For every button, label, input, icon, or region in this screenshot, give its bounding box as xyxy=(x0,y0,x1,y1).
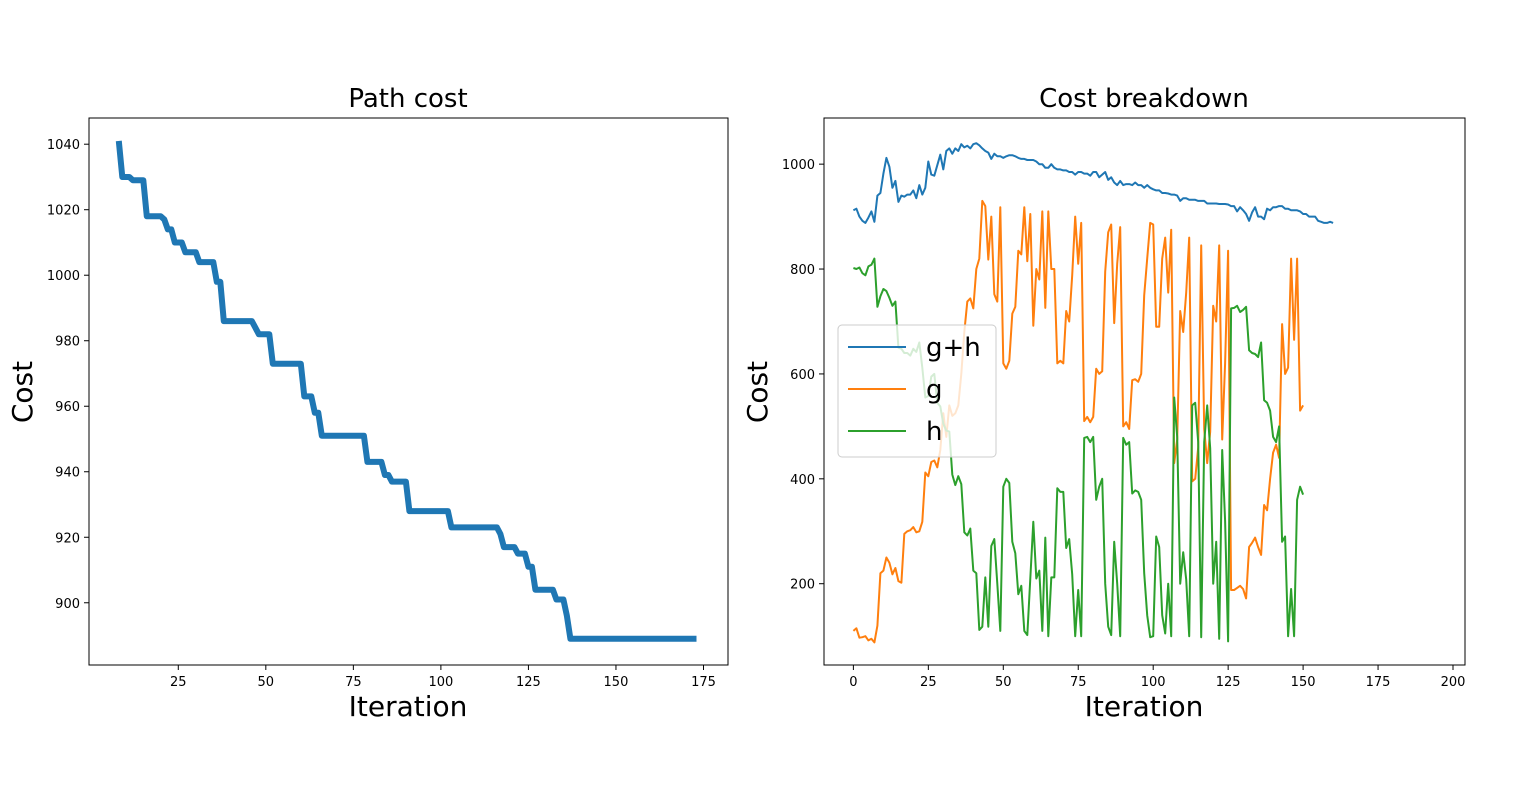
legend-label-h: h xyxy=(926,417,942,447)
y-tick-label: 1000 xyxy=(782,158,815,173)
x-tick-label: 200 xyxy=(1441,675,1466,690)
axes-frame xyxy=(88,117,729,666)
series-line-g-plus-h xyxy=(852,142,1334,224)
x-tick-label: 150 xyxy=(604,675,629,690)
x-tick-label: 75 xyxy=(345,675,362,690)
chart-title: Path cost xyxy=(348,84,467,114)
y-axis-label: Cost xyxy=(6,361,39,423)
chart-cost-breakdown: Cost breakdown 0 25 50 75 100 125 150 175 200 20… xyxy=(741,84,1466,723)
x-tick-label: 100 xyxy=(1141,675,1166,690)
y-ticks: 900 920 940 960 980 1000 1020 1040 xyxy=(47,138,89,612)
series-line-path-cost xyxy=(115,140,697,642)
x-tick-label: 175 xyxy=(1366,675,1391,690)
y-tick-label: 600 xyxy=(790,368,815,383)
x-tick-label: 0 xyxy=(849,675,857,690)
x-tick-label: 50 xyxy=(258,675,275,690)
y-tick-label: 1040 xyxy=(47,138,80,153)
legend-box xyxy=(837,324,997,458)
y-tick-label: 1000 xyxy=(47,269,80,284)
chart-title: Cost breakdown xyxy=(1039,84,1249,114)
x-tick-label: 125 xyxy=(1216,675,1241,690)
x-tick-label: 50 xyxy=(995,675,1012,690)
y-tick-label: 980 xyxy=(55,335,80,350)
legend-label-g: g xyxy=(926,375,943,405)
y-tick-label: 920 xyxy=(55,531,80,546)
x-tick-label: 25 xyxy=(920,675,937,690)
x-tick-label: 150 xyxy=(1291,675,1316,690)
x-ticks: 0 25 50 75 100 125 150 175 200 xyxy=(849,665,1465,690)
x-axis-label: Iteration xyxy=(349,690,468,723)
plot-area xyxy=(115,140,697,642)
legend: g+h g h xyxy=(837,324,997,458)
x-tick-label: 100 xyxy=(428,675,453,690)
axes-frame xyxy=(823,117,1466,666)
y-tick-label: 400 xyxy=(790,473,815,488)
y-tick-label: 1020 xyxy=(47,204,80,219)
y-axis-label: Cost xyxy=(741,361,774,423)
series-line-g xyxy=(852,199,1304,644)
x-ticks: 25 50 75 100 125 150 175 xyxy=(170,665,716,690)
y-tick-label: 940 xyxy=(55,466,80,481)
x-tick-label: 25 xyxy=(170,675,187,690)
y-tick-label: 800 xyxy=(790,263,815,278)
y-ticks: 200 400 600 800 1000 xyxy=(782,158,824,593)
y-tick-label: 960 xyxy=(55,400,80,415)
y-tick-label: 900 xyxy=(55,597,80,612)
y-tick-label: 200 xyxy=(790,578,815,593)
x-axis-label: Iteration xyxy=(1085,690,1204,723)
x-tick-label: 125 xyxy=(516,675,541,690)
x-tick-label: 175 xyxy=(691,675,716,690)
legend-label-gh: g+h xyxy=(926,333,981,363)
chart-path-cost: Path cost 25 50 75 100 125 150 175 900 920 940 96… xyxy=(6,84,729,723)
x-tick-label: 75 xyxy=(1070,675,1087,690)
